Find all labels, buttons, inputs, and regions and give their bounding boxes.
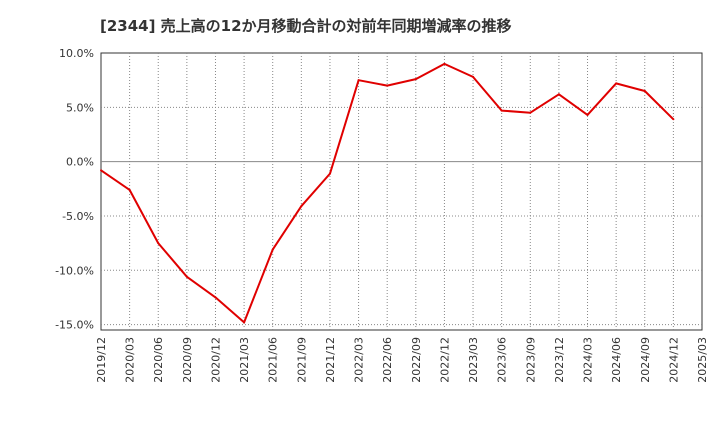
data-point — [128, 188, 131, 191]
x-tick-label: 2023/06 — [496, 337, 509, 383]
x-tick-label: 2022/09 — [410, 337, 423, 383]
y-tick-label: -15.0% — [55, 319, 94, 332]
y-tick-label: 10.0% — [59, 47, 94, 60]
x-tick-label: 2022/03 — [353, 337, 366, 383]
data-point — [414, 78, 417, 81]
x-tick-label: 2024/06 — [610, 337, 623, 383]
y-tick-label: -10.0% — [55, 264, 94, 277]
x-tick-label: 2023/03 — [467, 337, 480, 383]
data-point — [100, 169, 102, 172]
y-tick-label: 5.0% — [66, 101, 94, 114]
data-point — [271, 248, 274, 251]
x-tick-label: 2021/12 — [324, 337, 337, 383]
data-point — [557, 93, 560, 96]
chart-title: [2344] 売上高の12か月移動合計の対前年同期増減率の推移 — [100, 17, 512, 35]
x-tick-label: 2022/12 — [438, 337, 451, 383]
x-tick-label: 2022/06 — [381, 337, 394, 383]
x-tick-label: 2020/09 — [181, 337, 194, 383]
x-tick-label: 2024/09 — [639, 337, 652, 383]
x-tick-label: 2024/12 — [667, 337, 680, 383]
data-point — [500, 109, 503, 112]
data-point — [672, 118, 675, 121]
data-point — [328, 172, 331, 175]
data-point — [386, 84, 389, 87]
grid-lines — [101, 53, 702, 330]
data-point — [300, 205, 303, 208]
x-tick-label: 2023/09 — [524, 337, 537, 383]
x-tick-label: 2021/09 — [295, 337, 308, 383]
data-point — [443, 62, 446, 65]
data-point — [243, 321, 246, 324]
x-tick-label: 2020/12 — [209, 337, 222, 383]
x-tick-label: 2021/06 — [267, 337, 280, 383]
x-axis-ticks: 2019/12 2020/03 2020/06 2020/09 2020/12 2021/… — [95, 337, 709, 383]
x-tick-label: 2025/03 — [696, 337, 709, 383]
y-axis-ticks: 10.0% 5.0% 0.0% -5.0% -10.0% -15.0% — [55, 47, 94, 332]
x-tick-label: 2020/03 — [124, 337, 137, 383]
x-tick-label: 2023/12 — [553, 337, 566, 383]
data-point — [357, 79, 360, 82]
data-point — [586, 113, 589, 116]
data-point — [185, 275, 188, 278]
data-point — [529, 111, 532, 114]
x-tick-label: 2019/12 — [95, 337, 108, 383]
y-tick-label: 0.0% — [66, 156, 94, 169]
data-point — [643, 90, 646, 93]
plot-frame — [100, 52, 703, 331]
x-tick-label: 2021/03 — [238, 337, 251, 383]
plot-area — [100, 52, 703, 331]
y-tick-label: -5.0% — [62, 210, 94, 223]
x-tick-label: 2020/06 — [152, 337, 165, 383]
data-point — [472, 75, 475, 78]
data-point — [615, 82, 618, 85]
data-point — [157, 242, 160, 245]
series-group — [100, 62, 675, 324]
x-tick-label: 2024/03 — [582, 337, 595, 383]
data-point — [214, 296, 217, 299]
